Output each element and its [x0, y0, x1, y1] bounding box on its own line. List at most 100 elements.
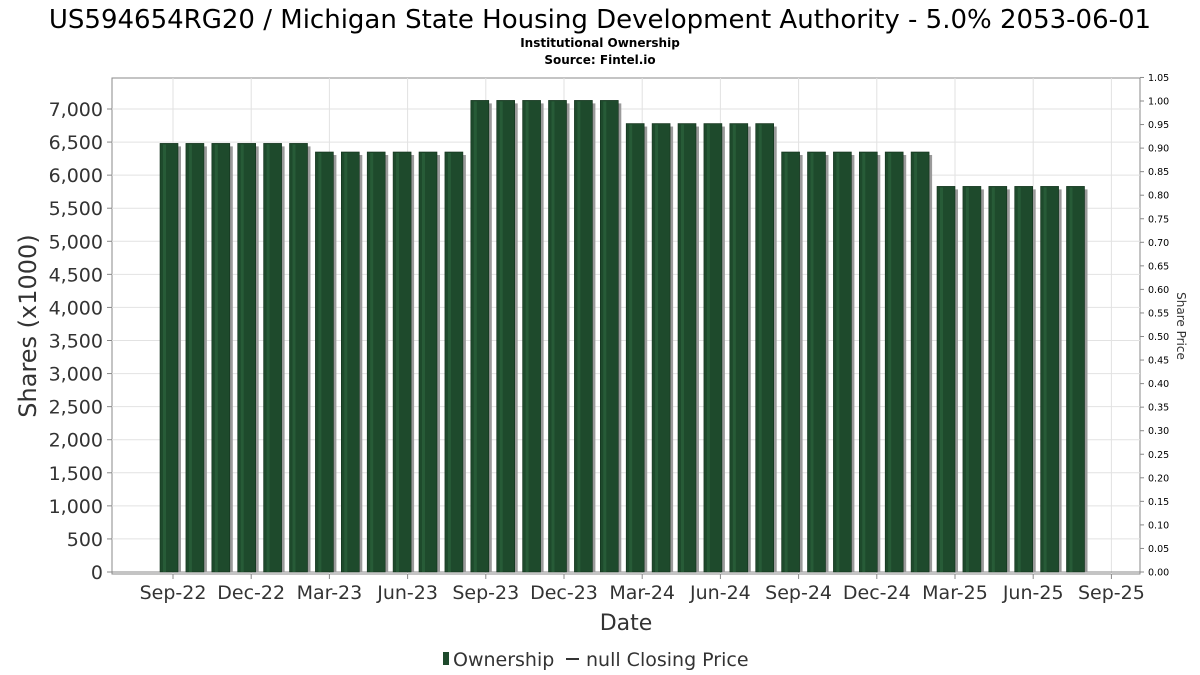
bar-highlight	[681, 124, 684, 573]
bar-highlight	[914, 152, 918, 572]
bar-highlight	[240, 144, 244, 572]
y2-tick-label: 0.45	[1148, 356, 1169, 367]
x-tick-label: Sep-25	[1078, 582, 1145, 604]
y-tick-label: 3,500	[49, 331, 103, 353]
y-tick-label: 6,000	[49, 165, 103, 187]
ownership-bar	[1066, 186, 1085, 573]
y2-tick-label: 0.95	[1148, 120, 1169, 131]
y2-tick-label: 0.50	[1148, 332, 1169, 343]
bar-highlight	[551, 101, 555, 572]
y-tick-label: 0	[91, 562, 103, 584]
y2-tick-label: 1.05	[1148, 73, 1169, 84]
y2-tick-label: 0.80	[1148, 191, 1169, 202]
bar-highlight	[577, 101, 581, 572]
y2-tick-label: 0.90	[1148, 144, 1169, 155]
ownership-bar	[548, 100, 567, 573]
ownership-bar	[858, 151, 878, 573]
ownership-bar	[522, 100, 541, 573]
bar-highlight	[732, 124, 736, 573]
legend-ownership-label: Ownership	[453, 649, 554, 671]
bar-highlight	[1017, 187, 1021, 572]
x-tick-label: Mar-23	[297, 582, 363, 604]
y-tick-label: 5,000	[49, 231, 103, 253]
bar-highlight	[940, 187, 943, 572]
x-tick-label: Mar-24	[609, 582, 675, 604]
ownership-bar	[289, 143, 308, 573]
bar-highlight	[1043, 187, 1047, 572]
ownership-bar	[315, 151, 334, 573]
ownership-bar	[988, 186, 1008, 573]
ownership-bar	[263, 143, 282, 573]
bar-highlight	[888, 152, 892, 572]
y2-tick-label: 0.40	[1148, 379, 1169, 390]
x-tick-label: Sep-23	[452, 582, 519, 604]
y2-tick-label: 0.00	[1148, 568, 1169, 579]
x-tick-label: Jun-23	[376, 582, 438, 604]
bar-highlight	[629, 124, 633, 573]
legend-closing-price-label: null Closing Price	[586, 649, 749, 671]
bar-highlight	[447, 152, 451, 572]
y-tick-label: 2,000	[49, 430, 103, 452]
x-axis: Sep-22 Dec-22 Mar-23 Jun-23 Sep-23 Dec-23 Mar-…	[140, 574, 1145, 604]
y2-tick-label: 0.55	[1148, 308, 1169, 319]
ownership-bar	[418, 151, 438, 573]
legend-ownership-swatch	[443, 652, 449, 665]
ownership-bar	[677, 123, 697, 573]
y-tick-label: 5,500	[49, 198, 103, 220]
x-tick-label: Sep-24	[765, 582, 832, 604]
y2-tick-label: 0.65	[1148, 261, 1169, 272]
y-tick-label: 2,500	[49, 397, 103, 419]
bar-highlight	[214, 144, 218, 572]
y2-axis-label: Share Price	[1174, 292, 1188, 360]
chart-source: Source: Fintel.io	[544, 53, 655, 67]
bar-highlight	[706, 124, 710, 573]
ownership-bar	[703, 123, 723, 573]
y-tick-label: 500	[67, 529, 103, 551]
y2-tick-label: 1.00	[1148, 97, 1169, 108]
ownership-bar	[651, 123, 671, 573]
bar-highlight	[810, 152, 814, 572]
ownership-bar	[496, 100, 516, 573]
ownership-bar	[211, 143, 231, 573]
ownership-bar	[884, 151, 904, 573]
ownership-bar	[185, 143, 205, 573]
ownership-bar	[936, 186, 956, 573]
y2-tick-label: 0.10	[1148, 520, 1169, 531]
bar-highlight	[862, 152, 866, 572]
chart-subtitle: Institutional Ownership	[520, 36, 680, 50]
ownership-bar	[159, 143, 179, 573]
bar-highlight	[991, 187, 995, 572]
y-tick-label: 4,000	[49, 297, 103, 319]
y-axis-label: Shares (x1000)	[14, 234, 42, 417]
bar-highlight	[499, 101, 503, 572]
x-axis-label: Date	[600, 611, 653, 636]
ownership-bar	[392, 151, 412, 573]
y2-tick-label: 0.20	[1148, 473, 1169, 484]
x-tick-label: Sep-22	[140, 582, 207, 604]
ownership-bar	[574, 100, 593, 573]
y2-tick-label: 0.75	[1148, 214, 1169, 225]
y2-tick-label: 0.35	[1148, 403, 1169, 414]
ownership-bar	[237, 143, 256, 573]
ownership-bar	[470, 100, 490, 573]
ownership-bar	[807, 151, 826, 573]
bar-highlight	[422, 152, 425, 572]
y-tick-label: 4,500	[49, 264, 103, 286]
y2-tick-label: 0.15	[1148, 497, 1169, 508]
bar-highlight	[784, 152, 788, 572]
bar-highlight	[1069, 187, 1073, 572]
x-tick-label: Dec-22	[217, 582, 285, 604]
y2-tick-label: 0.05	[1148, 544, 1169, 555]
bar-highlight	[370, 152, 374, 572]
ownership-bar	[444, 151, 464, 573]
y2-tick-label: 0.85	[1148, 167, 1169, 178]
y2-tick-label: 0.25	[1148, 450, 1169, 461]
y-tick-label: 7,000	[49, 99, 103, 121]
bar-highlight	[473, 101, 477, 572]
bar-highlight	[525, 101, 529, 572]
ownership-bar	[755, 123, 775, 573]
bar-highlight	[603, 101, 607, 572]
y2-axis: 0.00 0.05 0.10 0.15 0.20 0.25 0.30 0.35 0.40 0.45…	[1140, 73, 1169, 579]
ownership-bar	[729, 123, 749, 573]
